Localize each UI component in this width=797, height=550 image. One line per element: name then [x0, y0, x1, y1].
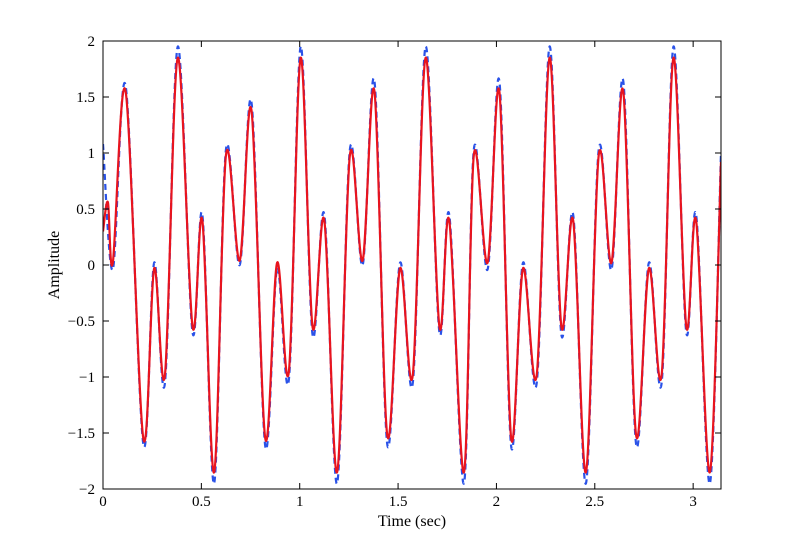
x-axis-title: Time (sec) — [378, 513, 446, 530]
series-line-solid-red — [103, 56, 721, 474]
y-tick-label: −2 — [79, 482, 95, 498]
series-layer — [103, 45, 721, 485]
y-tick-label: 0 — [88, 258, 96, 274]
y-tick-label: 1 — [88, 146, 96, 162]
x-tick-label: 2.5 — [585, 494, 604, 510]
y-tick-label: 0.5 — [76, 202, 95, 218]
x-tick-label: 0.5 — [192, 494, 211, 510]
x-tick-label: 0 — [99, 494, 107, 510]
x-tick-label: 2 — [493, 494, 501, 510]
tick-layer: 0 0.5 1 1.5 2 2.5 3 −2 −1.5 −1 −0.5 0 0.5 1 1.5 2 — [68, 34, 721, 510]
y-tick-label: −0.5 — [68, 314, 95, 330]
y-tick-label: −1 — [79, 370, 95, 386]
y-tick-label: −1.5 — [68, 426, 95, 442]
x-tick-label: 1.5 — [389, 494, 408, 510]
y-axis-title: Amplitude — [46, 231, 63, 299]
x-tick-label: 1 — [296, 494, 304, 510]
plot-area — [103, 45, 721, 485]
y-tick-label: 2 — [88, 34, 96, 50]
y-tick-label: 1.5 — [76, 90, 95, 106]
x-tick-label: 3 — [689, 494, 697, 510]
